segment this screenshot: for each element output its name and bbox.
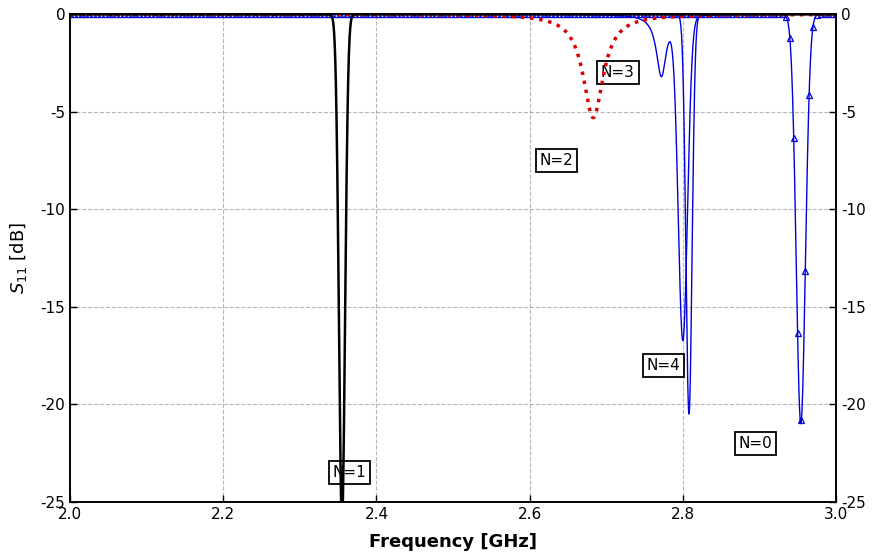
Text: N=1: N=1: [333, 465, 366, 480]
Text: N=3: N=3: [600, 65, 635, 80]
Text: N=0: N=0: [739, 435, 773, 451]
X-axis label: Frequency [GHz]: Frequency [GHz]: [369, 533, 537, 551]
Text: N=4: N=4: [647, 358, 681, 373]
Text: N=2: N=2: [539, 153, 573, 168]
Y-axis label: $S_{11}$ [dB]: $S_{11}$ [dB]: [9, 222, 30, 294]
